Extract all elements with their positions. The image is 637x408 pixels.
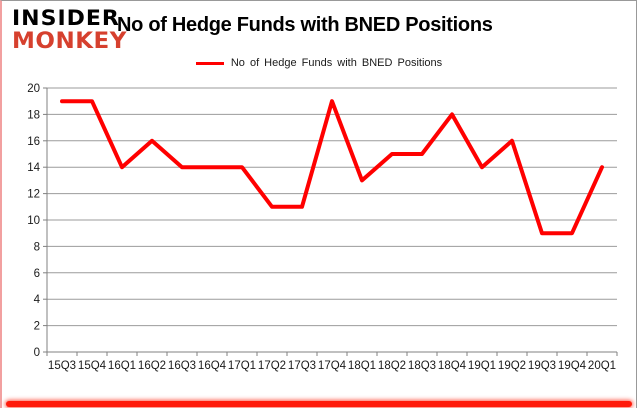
page-title: No of Hedge Funds with BNED Positions	[117, 14, 493, 36]
y-axis-label: 6	[34, 268, 40, 280]
y-axis-label: 2	[34, 321, 40, 333]
x-axis-label: 17Q1	[228, 360, 256, 372]
x-axis-label: 18Q2	[378, 360, 406, 372]
y-axis-label: 10	[27, 215, 40, 227]
x-axis-label: 19Q3	[528, 360, 556, 372]
chart-legend: No of Hedge Funds with BNED Positions	[2, 57, 636, 69]
x-axis-label: 18Q3	[408, 360, 436, 372]
logo-monkey-text: MONKEY	[12, 29, 127, 54]
x-axis-label: 19Q1	[468, 360, 496, 372]
y-axis-label: 20	[27, 83, 40, 95]
x-axis-label: 18Q1	[348, 360, 376, 372]
legend-line-swatch	[195, 61, 224, 65]
y-axis-label: 4	[34, 294, 41, 306]
x-axis-label: 15Q4	[78, 360, 107, 372]
logo-insider-text: INSIDER	[12, 7, 120, 31]
y-axis-label: 0	[34, 347, 40, 359]
y-axis-label: 18	[27, 109, 40, 121]
bottom-red-glow	[6, 401, 632, 407]
y-axis-label: 12	[27, 189, 40, 201]
y-axis-label: 8	[34, 241, 40, 253]
x-axis-label: 19Q2	[498, 360, 526, 372]
series-line	[60, 99, 604, 236]
x-axis-label: 20Q1	[588, 360, 616, 372]
y-axis-label: 14	[27, 162, 40, 174]
x-axis-label: 19Q4	[558, 360, 587, 372]
insider-monkey-logo: INSIDER MONKEY	[12, 8, 127, 54]
x-axis-label: 16Q4	[198, 360, 227, 372]
x-axis-label: 17Q4	[318, 360, 347, 372]
x-axis-label: 17Q2	[258, 360, 286, 372]
y-axis-label: 16	[27, 136, 40, 148]
x-axis-label: 16Q3	[168, 360, 196, 372]
x-axis-label: 16Q1	[108, 360, 136, 372]
x-axis-label: 16Q2	[138, 360, 166, 372]
legend-label: No of Hedge Funds with BNED Positions	[230, 57, 443, 69]
x-axis-label: 17Q3	[288, 360, 316, 372]
x-axis-label: 18Q4	[438, 360, 467, 372]
x-axis-label: 15Q3	[48, 360, 76, 372]
